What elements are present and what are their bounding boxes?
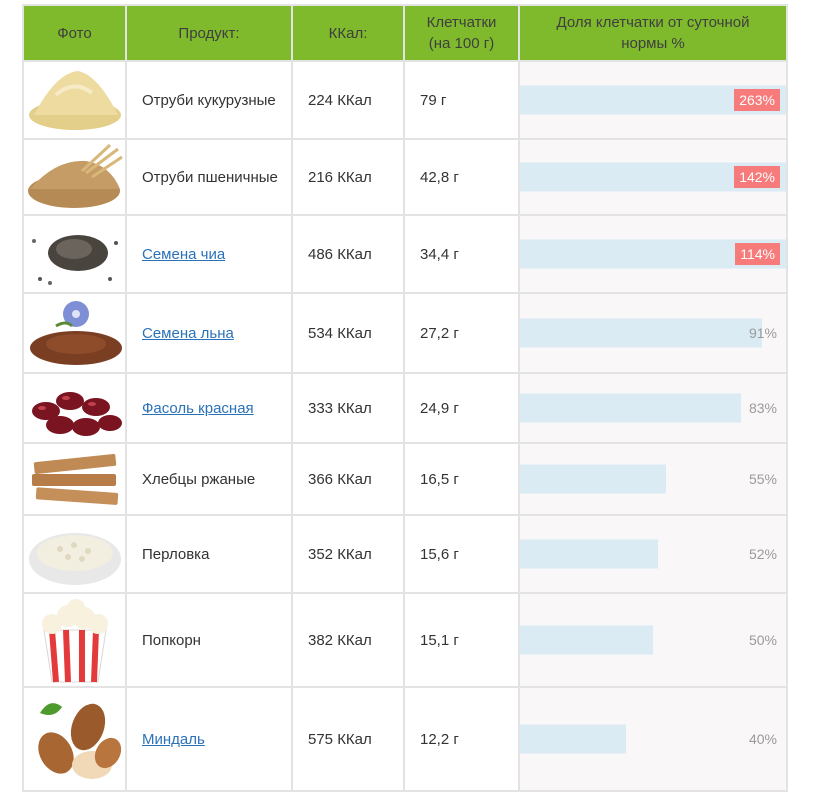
- photo-cell: [22, 60, 127, 140]
- table-row: Семена льна 534 ККал 27,2 г 91%: [22, 292, 788, 374]
- product-cell: Фасоль красная: [125, 372, 293, 444]
- share-bar: [520, 625, 653, 655]
- share-bar: [520, 393, 741, 423]
- share-cell: 52%: [518, 514, 788, 594]
- popcorn-icon: [24, 596, 125, 684]
- corn-bran-icon: [24, 65, 125, 135]
- header-share: Доля клетчатки от суточной нормы %: [518, 4, 788, 62]
- share-percent: 263%: [734, 89, 780, 111]
- table-row: Фасоль красная 333 ККал 24,9 г 83%: [22, 372, 788, 444]
- almonds-icon: [24, 691, 125, 787]
- header-share-line2: нормы %: [621, 35, 685, 52]
- fiber-cell: 27,2 г: [403, 292, 520, 374]
- fiber-cell: 42,8 г: [403, 138, 520, 216]
- header-fiber: Клетчатки (на 100 г): [403, 4, 520, 62]
- product-cell: Отруби пшеничные: [125, 138, 293, 216]
- table-row: Отруби пшеничные 216 ККал 42,8 г 142%: [22, 138, 788, 216]
- rye-crispbread-icon: [24, 448, 125, 510]
- kcal-cell: 352 ККал: [291, 514, 405, 594]
- table-row: Семена чиа 486 ККал 34,4 г 114%: [22, 214, 788, 294]
- wheat-bran-icon: [24, 143, 125, 211]
- photo-cell: [22, 686, 127, 792]
- share-bar: [520, 318, 763, 348]
- product-cell: Хлебцы ржаные: [125, 442, 293, 516]
- header-fiber-line1: Клетчатки: [426, 14, 497, 31]
- product-cell: Семена чиа: [125, 214, 293, 294]
- fiber-cell: 16,5 г: [403, 442, 520, 516]
- flax-seeds-icon: [24, 298, 125, 368]
- product-cell: Отруби кукурузные: [125, 60, 293, 140]
- product-name: Отруби кукурузные: [142, 91, 276, 109]
- product-link[interactable]: Миндаль: [142, 730, 205, 748]
- share-cell: 40%: [518, 686, 788, 792]
- product-link[interactable]: Фасоль красная: [142, 399, 254, 417]
- header-kcal: ККал:: [291, 4, 405, 62]
- photo-cell: [22, 292, 127, 374]
- share-percent: 55%: [748, 471, 777, 487]
- header-product: Продукт:: [125, 4, 293, 62]
- photo-cell: [22, 372, 127, 444]
- table-row: Попкорн 382 ККал 15,1 г 50%: [22, 592, 788, 688]
- fiber-cell: 79 г: [403, 60, 520, 140]
- header-share-line1: Доля клетчатки от суточной: [556, 14, 750, 31]
- product-link[interactable]: Семена чиа: [142, 245, 226, 263]
- share-cell: 83%: [518, 372, 788, 444]
- photo-cell: [22, 592, 127, 688]
- fiber-table: Фото Продукт: ККал: Клетчатки (на 100 г)…: [22, 4, 788, 792]
- product-cell: Попкорн: [125, 592, 293, 688]
- product-name: Хлебцы ржаные: [142, 470, 256, 488]
- red-beans-icon: [24, 377, 125, 439]
- share-cell: 114%: [518, 214, 788, 294]
- kcal-cell: 216 ККал: [291, 138, 405, 216]
- share-bar: [520, 539, 659, 569]
- kcal-cell: 333 ККал: [291, 372, 405, 444]
- share-cell: 50%: [518, 592, 788, 688]
- fiber-cell: 24,9 г: [403, 372, 520, 444]
- product-cell: Семена льна: [125, 292, 293, 374]
- share-percent: 114%: [735, 243, 780, 265]
- table-row: Хлебцы ржаные 366 ККал 16,5 г 55%: [22, 442, 788, 516]
- pearl-barley-icon: [24, 519, 125, 589]
- share-bar: [520, 724, 627, 754]
- fiber-cell: 12,2 г: [403, 686, 520, 792]
- share-cell: 142%: [518, 138, 788, 216]
- photo-cell: [22, 442, 127, 516]
- share-percent: 83%: [748, 400, 777, 416]
- table-row: Миндаль 575 ККал 12,2 г 40%: [22, 686, 788, 792]
- chia-seeds-icon: [24, 219, 125, 289]
- product-name: Попкорн: [142, 631, 201, 649]
- table-row: Перловка 352 ККал 15,6 г 52%: [22, 514, 788, 594]
- fiber-cell: 15,6 г: [403, 514, 520, 594]
- kcal-cell: 224 ККал: [291, 60, 405, 140]
- share-percent: 91%: [748, 325, 777, 341]
- product-cell: Перловка: [125, 514, 293, 594]
- share-cell: 263%: [518, 60, 788, 140]
- kcal-cell: 486 ККал: [291, 214, 405, 294]
- photo-cell: [22, 514, 127, 594]
- share-cell: 91%: [518, 292, 788, 374]
- share-percent: 142%: [734, 166, 780, 188]
- header-photo: Фото: [22, 4, 127, 62]
- share-percent: 52%: [748, 546, 777, 562]
- share-cell: 55%: [518, 442, 788, 516]
- header-fiber-line2: (на 100 г): [428, 35, 495, 52]
- kcal-cell: 534 ККал: [291, 292, 405, 374]
- kcal-cell: 575 ККал: [291, 686, 405, 792]
- product-link[interactable]: Семена льна: [142, 324, 234, 342]
- share-bar: [520, 464, 667, 494]
- share-percent: 40%: [748, 731, 777, 747]
- share-percent: 50%: [748, 632, 777, 648]
- fiber-cell: 15,1 г: [403, 592, 520, 688]
- product-cell: Миндаль: [125, 686, 293, 792]
- header-row: Фото Продукт: ККал: Клетчатки (на 100 г)…: [22, 4, 788, 62]
- photo-cell: [22, 138, 127, 216]
- table-row: Отруби кукурузные 224 ККал 79 г 263%: [22, 60, 788, 140]
- photo-cell: [22, 214, 127, 294]
- product-name: Отруби пшеничные: [142, 168, 278, 186]
- kcal-cell: 366 ККал: [291, 442, 405, 516]
- fiber-cell: 34,4 г: [403, 214, 520, 294]
- product-name: Перловка: [142, 545, 210, 563]
- kcal-cell: 382 ККал: [291, 592, 405, 688]
